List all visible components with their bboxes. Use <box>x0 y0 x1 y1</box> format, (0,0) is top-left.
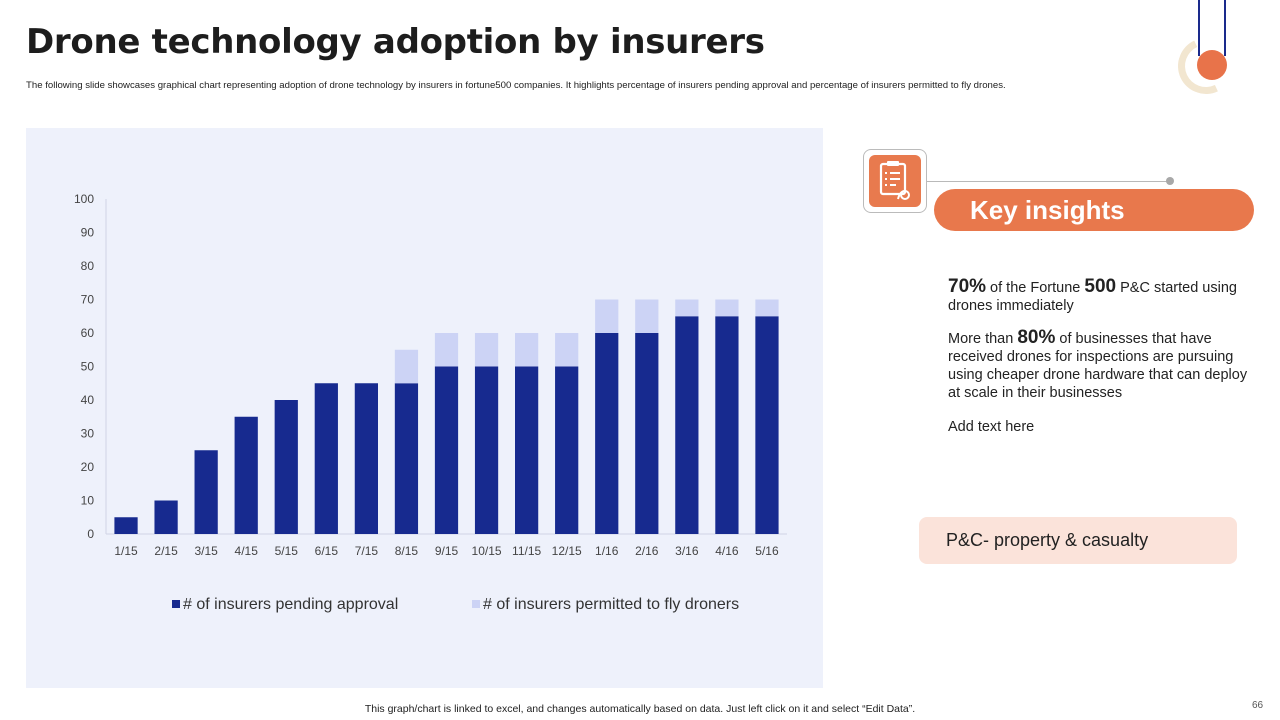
x-tick-label: 6/15 <box>315 544 339 558</box>
y-tick-label: 30 <box>81 427 95 441</box>
stacked-bar-chart[interactable]: 0 10 20 30 40 50 60 70 80 90 100 1/15 2/15 3/15 4/15 5/… <box>26 128 823 688</box>
legend-label-permitted: # of insurers permitted to fly droners <box>483 596 739 613</box>
bar-permitted-to-fly <box>474 333 499 367</box>
y-tick-label: 40 <box>81 393 95 407</box>
x-tick-label: 2/15 <box>154 544 178 558</box>
insight-1-number: 500 <box>1084 276 1117 297</box>
connector-line <box>927 181 1170 182</box>
bar-pending-approval <box>434 366 459 534</box>
bar-pending-approval <box>515 366 539 534</box>
bar-pending-approval <box>234 416 258 534</box>
page-number: 66 <box>1252 700 1264 711</box>
footer-note: This graph/chart is linked to excel, and… <box>364 703 916 715</box>
insight-1-percent: 70% <box>948 276 987 297</box>
bar-permitted-to-fly <box>555 333 579 367</box>
insight-2-text-end: of businesses that have received drones … <box>948 331 1248 401</box>
bar-pending-approval <box>675 316 699 534</box>
bar-pending-approval <box>154 500 178 534</box>
bar-pending-approval <box>394 383 419 534</box>
checklist-icon <box>879 161 910 200</box>
insight-2-percent: 80% <box>1017 327 1056 348</box>
y-tick-label: 80 <box>81 259 95 273</box>
x-tick-label: 12/15 <box>552 544 582 558</box>
y-tick-label: 70 <box>81 293 95 307</box>
x-tick-label: 9/15 <box>435 544 459 558</box>
y-tick-label: 60 <box>81 326 95 340</box>
bar-pending-approval <box>194 450 218 534</box>
x-tick-label: 5/15 <box>275 544 299 558</box>
x-tick-label: 2/16 <box>635 544 659 558</box>
bar-pending-approval <box>755 316 779 534</box>
y-tick-label: 0 <box>87 527 94 541</box>
decorative-line <box>1198 0 1200 56</box>
bar-permitted-to-fly <box>434 333 459 367</box>
x-tick-label: 3/16 <box>675 544 699 558</box>
y-tick-label: 90 <box>81 226 95 240</box>
bar-pending-approval <box>474 366 499 534</box>
bar-permitted-to-fly <box>635 299 659 333</box>
insights-icon-frame <box>863 149 927 213</box>
bar-pending-approval <box>595 333 619 534</box>
legend-label-pending: # of insurers pending approval <box>183 596 398 613</box>
insight-2-text: More than <box>948 331 1018 347</box>
slide-title: Drone technology adoption by insurers <box>26 22 765 62</box>
bar-permitted-to-fly <box>515 333 539 367</box>
bar-pending-approval <box>354 383 378 534</box>
x-tick-label: 5/16 <box>755 544 779 558</box>
bar-pending-approval <box>114 517 138 534</box>
y-tick-label: 100 <box>74 192 94 206</box>
decorative-dot <box>1197 50 1227 80</box>
bar-pending-approval <box>635 333 659 534</box>
y-tick-label: 20 <box>81 460 95 474</box>
chart-panel[interactable]: 0 10 20 30 40 50 60 70 80 90 100 1/15 2/15 3/15 4/15 5/… <box>26 128 823 688</box>
bar-permitted-to-fly <box>675 299 699 317</box>
insights-icon-tile <box>869 155 921 207</box>
x-tick-label: 1/15 <box>114 544 138 558</box>
legend-swatch-permitted <box>472 600 480 608</box>
x-tick-label: 1/16 <box>595 544 619 558</box>
x-tick-label: 11/15 <box>512 544 541 558</box>
bar-pending-approval <box>274 400 298 534</box>
bar-permitted-to-fly <box>755 299 779 317</box>
decorative-line <box>1224 0 1226 56</box>
bar-pending-approval <box>555 366 579 534</box>
x-tick-label: 4/16 <box>715 544 739 558</box>
insights-text: 70% of the Fortune 500 P&C started using… <box>948 276 1248 448</box>
x-tick-label: 3/15 <box>194 544 218 558</box>
legend-swatch-pending <box>172 600 180 608</box>
x-tick-label: 7/15 <box>355 544 379 558</box>
insight-1: 70% of the Fortune 500 P&C started using… <box>948 276 1248 315</box>
y-tick-label: 10 <box>81 494 95 508</box>
bar-pending-approval <box>314 383 338 534</box>
insight-1-text: of the Fortune <box>986 280 1085 296</box>
x-tick-label: 8/15 <box>395 544 419 558</box>
bar-pending-approval <box>715 316 739 534</box>
slide-subtitle: The following slide showcases graphical … <box>26 80 1006 91</box>
insight-3: Add text here <box>948 419 1035 435</box>
bar-permitted-to-fly <box>394 349 419 384</box>
insight-1-text-end: P&C started using drones immediately <box>948 280 1237 314</box>
connector-dot <box>1166 177 1174 185</box>
abbreviation-note: P&C- property & casualty <box>919 517 1237 564</box>
bar-permitted-to-fly <box>595 299 619 333</box>
key-insights-heading: Key insights <box>934 189 1254 231</box>
x-tick-label: 4/15 <box>235 544 259 558</box>
bar-permitted-to-fly <box>715 299 739 317</box>
insight-2: More than 80% of businesses that have re… <box>948 327 1248 402</box>
y-tick-label: 50 <box>81 360 95 374</box>
x-tick-label: 10/15 <box>472 544 502 558</box>
